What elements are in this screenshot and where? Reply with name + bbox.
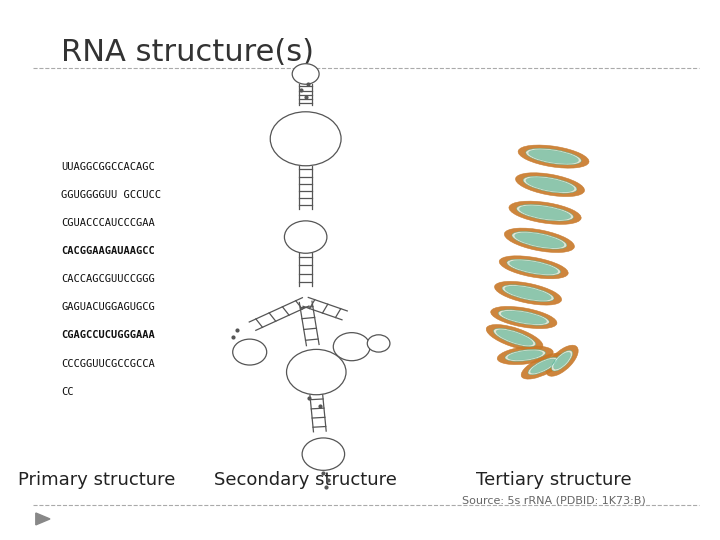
Text: CGUACCCAUCCCGAA: CGUACCCAUCCCGAA	[61, 218, 155, 228]
Ellipse shape	[496, 329, 533, 346]
Ellipse shape	[512, 232, 567, 249]
Ellipse shape	[546, 345, 578, 376]
Ellipse shape	[505, 349, 546, 361]
Circle shape	[292, 64, 319, 84]
Ellipse shape	[528, 150, 579, 164]
Ellipse shape	[495, 281, 562, 305]
Ellipse shape	[526, 148, 581, 165]
Ellipse shape	[531, 359, 555, 373]
Text: CC: CC	[61, 387, 74, 397]
Circle shape	[287, 349, 346, 395]
Ellipse shape	[526, 177, 574, 192]
Ellipse shape	[523, 176, 577, 193]
Text: Source: 5s rRNA (PDBID: 1K73:B): Source: 5s rRNA (PDBID: 1K73:B)	[462, 496, 645, 506]
Circle shape	[270, 112, 341, 166]
Ellipse shape	[509, 201, 581, 225]
Text: CCCGGUUCGCCGCCA: CCCGGUUCGCCGCCA	[61, 359, 155, 369]
Ellipse shape	[519, 206, 571, 220]
Text: GGUGGGGUU GCCUCC: GGUGGGGUU GCCUCC	[61, 190, 161, 200]
Text: CGAGCCUCUGGGAAA: CGAGCCUCUGGGAAA	[61, 330, 155, 341]
Text: CACCAGCGUUCCGGG: CACCAGCGUUCCGGG	[61, 274, 155, 285]
Ellipse shape	[554, 352, 570, 369]
Text: GAGUACUGGAGUGCG: GAGUACUGGAGUGCG	[61, 302, 155, 313]
Ellipse shape	[528, 357, 558, 375]
Circle shape	[367, 335, 390, 352]
Circle shape	[233, 339, 266, 365]
Ellipse shape	[507, 259, 561, 275]
Ellipse shape	[499, 256, 568, 279]
Polygon shape	[36, 513, 50, 525]
Ellipse shape	[505, 286, 552, 300]
Circle shape	[333, 333, 370, 361]
Ellipse shape	[491, 306, 557, 329]
Ellipse shape	[518, 145, 589, 168]
Ellipse shape	[516, 205, 574, 221]
Ellipse shape	[498, 346, 553, 364]
Ellipse shape	[508, 350, 543, 360]
Ellipse shape	[515, 233, 564, 248]
Ellipse shape	[486, 325, 543, 350]
Text: RNA structure(s): RNA structure(s)	[61, 38, 315, 67]
Text: Tertiary structure: Tertiary structure	[476, 471, 631, 489]
Ellipse shape	[493, 328, 536, 347]
Text: Secondary structure: Secondary structure	[215, 471, 397, 489]
Ellipse shape	[501, 311, 546, 324]
Ellipse shape	[504, 228, 575, 253]
Ellipse shape	[516, 173, 585, 197]
Text: Primary structure: Primary structure	[18, 471, 176, 489]
Ellipse shape	[502, 285, 554, 302]
Text: UUAGGCGGCCACAGC: UUAGGCGGCCACAGC	[61, 162, 155, 172]
Ellipse shape	[521, 353, 564, 379]
Circle shape	[302, 438, 345, 470]
Ellipse shape	[498, 310, 549, 325]
Ellipse shape	[552, 350, 572, 371]
Ellipse shape	[510, 260, 558, 274]
Circle shape	[284, 221, 327, 253]
Text: CACGGAAGAUAAGCC: CACGGAAGAUAAGCC	[61, 246, 155, 256]
